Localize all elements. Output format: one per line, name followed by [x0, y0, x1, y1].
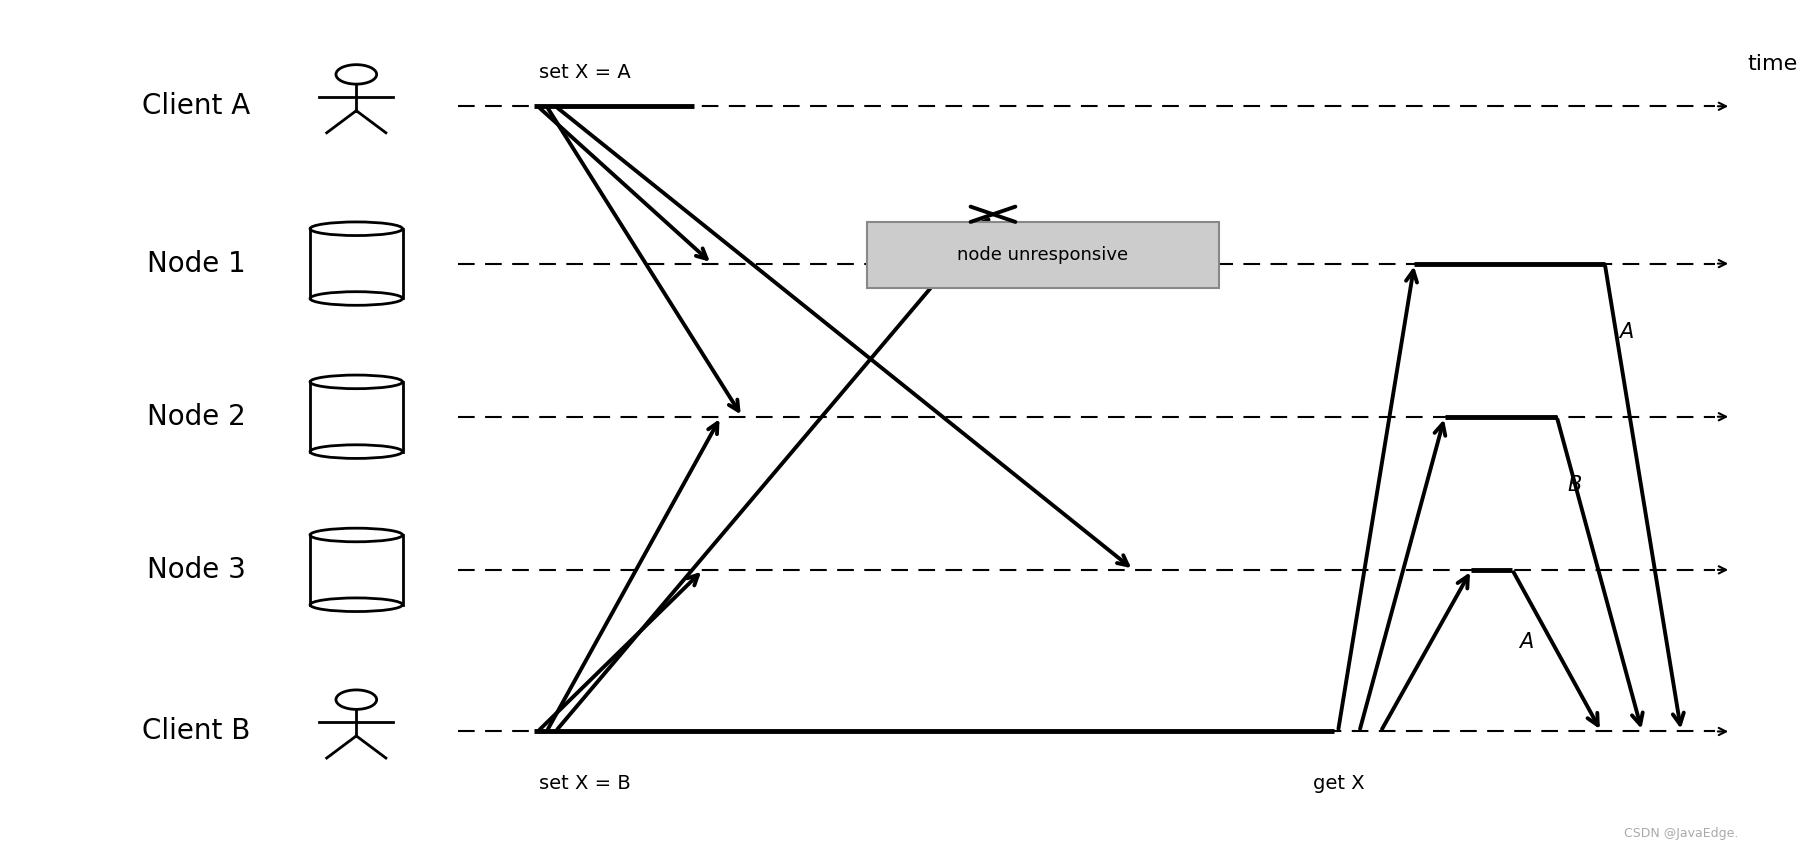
Text: Client A: Client A: [143, 92, 250, 120]
Text: get X: get X: [1313, 774, 1364, 793]
Text: B: B: [1567, 475, 1581, 495]
Text: Node 1: Node 1: [147, 250, 246, 277]
Text: node unresponsive: node unresponsive: [957, 247, 1129, 264]
Ellipse shape: [309, 445, 403, 459]
Text: Client B: Client B: [143, 717, 250, 746]
Ellipse shape: [309, 292, 403, 305]
Ellipse shape: [309, 222, 403, 235]
Text: Node 2: Node 2: [147, 403, 246, 430]
Text: time: time: [1747, 54, 1798, 74]
Bar: [309, 382, 403, 452]
Bar: [309, 535, 403, 605]
Text: set X = A: set X = A: [539, 64, 631, 82]
FancyBboxPatch shape: [867, 222, 1219, 289]
Text: A: A: [1520, 632, 1534, 652]
Text: set X = B: set X = B: [539, 774, 631, 793]
Ellipse shape: [309, 598, 403, 612]
Text: Node 3: Node 3: [147, 556, 246, 584]
Text: CSDN @JavaEdge.: CSDN @JavaEdge.: [1624, 826, 1738, 839]
Ellipse shape: [309, 375, 403, 388]
Bar: [309, 228, 403, 298]
Ellipse shape: [309, 528, 403, 542]
Text: A: A: [1619, 321, 1634, 342]
